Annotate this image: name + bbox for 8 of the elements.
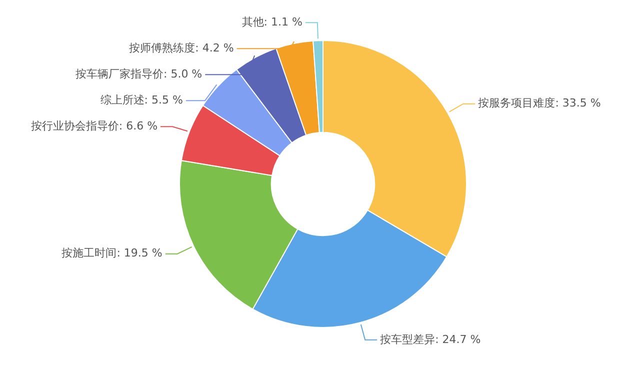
slice-label: 其他: 1.1 %: [242, 15, 302, 28]
slice-label: 综上所述: 5.5 %: [100, 93, 183, 106]
slice-label: 按师傅熟练度: 4.2 %: [129, 41, 234, 54]
slice-label: 按车型差异: 24.7 %: [380, 332, 481, 346]
slice-label: 按服务项目难度: 33.5 %: [478, 96, 601, 110]
slice-label: 按行业协会指导价: 6.6 %: [30, 119, 158, 132]
slice-label: 按车辆厂家指导价: 5.0 %: [75, 67, 202, 80]
slice-label: 按施工时间: 19.5 %: [62, 246, 162, 260]
